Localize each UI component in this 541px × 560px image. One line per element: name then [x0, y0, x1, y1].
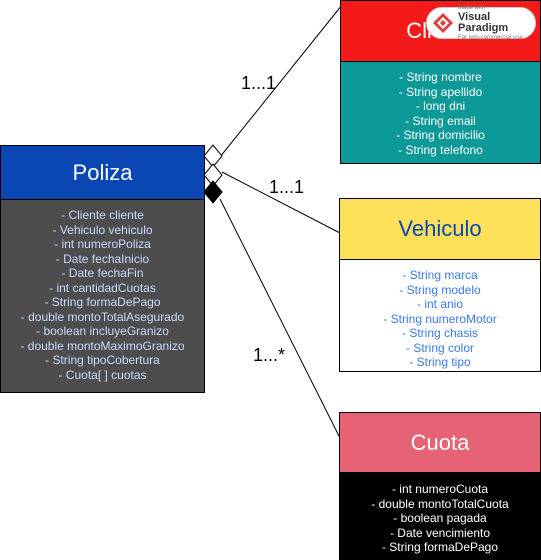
class-poliza-attribute: - String tipoCobertura: [45, 353, 160, 367]
class-cliente-attribute: - long dni: [415, 99, 466, 113]
class-vehiculo-header: Vehiculo: [340, 199, 540, 260]
aggregation-diamond-cliente: [203, 144, 223, 168]
visual-paradigm-watermark: Made with Visual Paradigm For non-commer…: [426, 5, 536, 41]
class-cliente-attributes: - String nombre - String apellido - long d…: [341, 62, 540, 163]
class-vehiculo-attribute: - String marca: [402, 268, 478, 282]
class-cliente-attribute: - String telefono: [398, 142, 483, 157]
class-poliza-header: Poliza: [1, 146, 204, 200]
class-poliza-attribute: - Cuota[ ] cuotas: [58, 367, 147, 382]
class-cuota-attribute: - String formaDePago: [381, 540, 499, 554]
class-cuota[interactable]: Cuota - int numeroCuota - double montoTot…: [339, 412, 541, 560]
class-poliza-attribute: - double montoMaximoGranizo: [20, 338, 185, 353]
class-poliza-attribute: - Cliente cliente: [61, 208, 144, 222]
watermark-usage-note: For non-commercial use: [458, 35, 523, 41]
class-vehiculo-attribute: - String modelo: [399, 282, 481, 297]
class-poliza-attribute: - double montoTotalAsegurado: [20, 309, 185, 324]
watermark-brand-name: Visual Paradigm: [458, 11, 509, 34]
class-cuota-attribute: - boolean pagada: [393, 511, 487, 525]
multiplicity-vehiculo: 1...1: [269, 177, 305, 197]
class-cuota-attribute: - int numeroCuota: [391, 482, 489, 496]
class-poliza-attribute: - Date fechaFin: [61, 266, 144, 280]
class-cuota-header: Cuota: [340, 413, 540, 473]
class-vehiculo[interactable]: Vehiculo - String marca - String modelo - …: [339, 198, 541, 372]
class-cuota-attributes: - int numeroCuota - double montoTotalCuot…: [340, 473, 540, 559]
class-poliza-attribute: - boolean incluyeGranizo: [36, 324, 169, 338]
class-vehiculo-name: Vehiculo: [398, 216, 482, 241]
visual-paradigm-logo-icon: [433, 13, 453, 33]
multiplicity-cuota: 1...*: [253, 345, 286, 365]
class-poliza-name: Poliza: [72, 159, 133, 185]
class-cliente-attribute: - String domicilio: [396, 128, 485, 142]
class-poliza-attribute: - Date fechaInicio: [55, 251, 150, 266]
aggregation-diamond-vehiculo: [203, 163, 223, 187]
association-line-poliza-cuota: [219, 198, 341, 439]
class-vehiculo-attributes: - String marca - String modelo - int anio -…: [340, 260, 540, 371]
class-poliza-attributes: - Cliente cliente - Vehiculo vehiculo - in…: [1, 200, 204, 392]
class-poliza-attribute: - String formaDePago: [44, 295, 161, 309]
class-cliente-attribute: - String email: [405, 113, 476, 128]
class-poliza-attribute: - int numeroPoliza: [54, 237, 151, 251]
multiplicity-cliente: 1...1: [241, 73, 277, 93]
class-cliente-attribute: - String apellido: [398, 84, 483, 99]
class-poliza[interactable]: Poliza - Cliente cliente - Vehiculo vehic…: [0, 145, 205, 393]
class-vehiculo-attribute: - int anio: [416, 297, 464, 311]
watermark-line-made-with: Made with: [458, 5, 486, 11]
composition-diamond-cuota: [203, 180, 223, 204]
class-poliza-attribute: - int cantidadCuotas: [49, 280, 156, 295]
class-vehiculo-attribute: - String chasis: [401, 326, 479, 340]
class-vehiculo-attribute: - String color: [405, 340, 475, 355]
association-line-poliza-vehiculo: [221, 171, 341, 234]
class-vehiculo-attribute: - String numeroMotor: [383, 311, 497, 326]
class-poliza-attribute: - Vehiculo vehiculo: [52, 222, 153, 237]
class-cuota-attribute: - double montoTotalCuota: [371, 496, 509, 511]
class-cuota-attribute: - Date vencimiento: [389, 525, 491, 540]
class-cuota-name: Cuota: [410, 429, 470, 455]
association-line-poliza-cliente: [219, 4, 343, 158]
class-vehiculo-attribute: - String tipo: [409, 355, 471, 369]
class-cliente-attribute: - String nombre: [399, 70, 482, 84]
